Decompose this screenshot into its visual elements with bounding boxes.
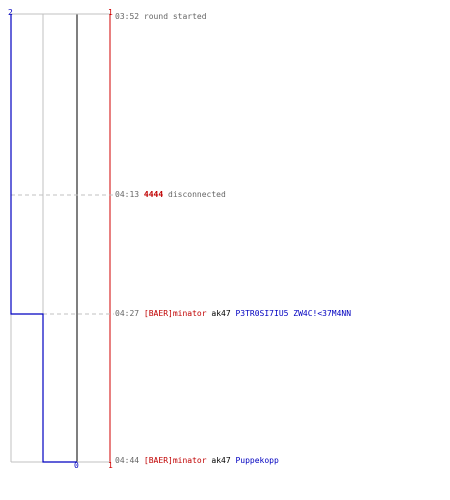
score-label-bottom-middle: 0 (74, 461, 79, 470)
blue-score-path (10, 14, 77, 463)
event-time: 03:52 (115, 12, 140, 21)
event-weapon: ak47 (211, 309, 231, 318)
event-message: disconnected (168, 190, 226, 199)
event-player: 4444 (143, 190, 164, 199)
event-round-started: 03:52 round started (115, 12, 207, 22)
event-killer: [BAER]minator (143, 309, 207, 318)
score-label-top-left: 2 (8, 8, 13, 17)
event-time: 04:27 (115, 309, 140, 318)
event-weapon: ak47 (211, 456, 231, 465)
score-label-bottom-right: 1 (108, 461, 113, 470)
event-time: 04:13 (115, 190, 140, 199)
score-label-top-right: 1 (108, 8, 113, 17)
event-kill-2: 04:44 [BAER]minator ak47 Puppekopp (115, 456, 279, 466)
event-victim: Puppekopp (235, 456, 279, 465)
event-killer: [BAER]minator (143, 456, 207, 465)
event-time: 04:44 (115, 456, 140, 465)
event-message: round started (143, 12, 207, 21)
event-victim: P3TR0SI7IU5 ZW4C!<37M4NN (235, 309, 352, 318)
event-kill-1: 04:27 [BAER]minator ak47 P3TR0SI7IU5 ZW4… (115, 309, 351, 319)
event-disconnect: 04:13 4444 disconnected (115, 190, 226, 200)
